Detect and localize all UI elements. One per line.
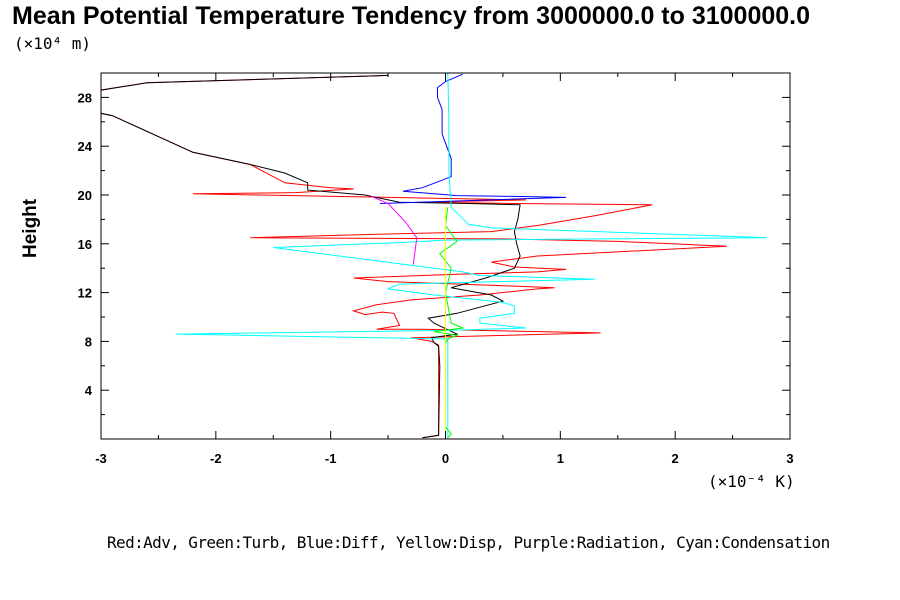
- y-tick-label: 4: [85, 383, 93, 398]
- y-tick-label: 24: [78, 139, 93, 154]
- x-axis-unit: (×10⁻⁴ K): [708, 472, 795, 491]
- series-radiation-line: [370, 195, 418, 265]
- series-adv-line: [100, 74, 727, 439]
- legend: Red:Adv, Green:Turb, Blue:Diff, Yellow:D…: [107, 533, 830, 552]
- chart-title: Mean Potential Temperature Tendency from…: [12, 2, 811, 30]
- plot-frame: [100, 72, 791, 440]
- y-tick-label: 20: [78, 188, 92, 203]
- x-tick-label: -2: [210, 451, 222, 466]
- series-condensation-line: [175, 72, 768, 438]
- x-tick-label: -1: [325, 451, 337, 466]
- x-tick-label: 1: [557, 451, 564, 466]
- x-tick-label: 2: [672, 451, 679, 466]
- y-tick-label: 28: [78, 90, 92, 105]
- x-tick-label: 3: [786, 451, 793, 466]
- series-diff-line: [379, 73, 567, 204]
- y-tick-label: 16: [78, 237, 92, 252]
- series-total-line: [100, 74, 521, 439]
- y-axis-unit: (×10⁴ m): [14, 34, 92, 53]
- y-tick-label: 8: [85, 334, 92, 349]
- y-tick-label: 12: [78, 286, 92, 301]
- x-tick-label: -3: [95, 451, 107, 466]
- series-layer: [100, 72, 768, 439]
- x-tick-label: 0: [442, 451, 449, 466]
